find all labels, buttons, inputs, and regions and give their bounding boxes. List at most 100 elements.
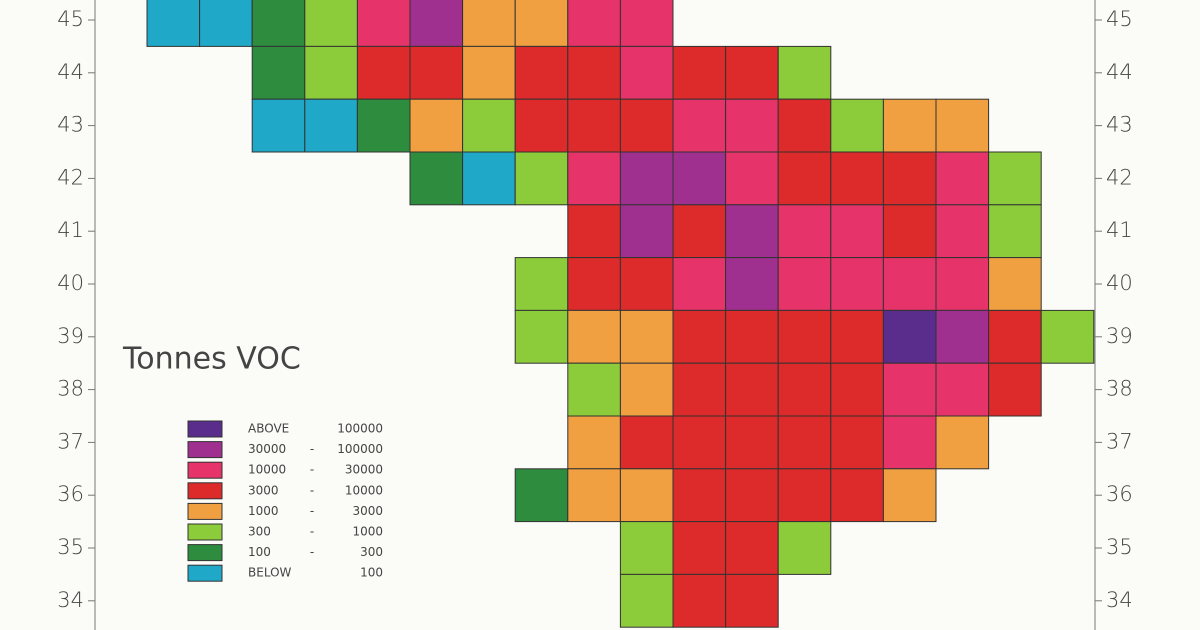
grid-cell <box>988 257 1042 311</box>
grid-cell <box>988 362 1042 417</box>
grid-cell <box>462 45 516 100</box>
grid-cell <box>830 468 884 523</box>
grid-cell <box>882 468 937 523</box>
grid-cell <box>514 0 569 47</box>
grid-cell <box>830 257 884 311</box>
lat-label: 43 <box>57 113 84 137</box>
grid-cell <box>672 98 727 153</box>
grid-cell <box>935 204 990 259</box>
grid-cell <box>935 151 990 206</box>
grid-cell <box>514 98 569 153</box>
lat-label: 45 <box>1106 7 1133 31</box>
legend-dash: - <box>310 525 314 539</box>
lat-label: 45 <box>57 7 84 31</box>
grid-cell <box>777 98 832 153</box>
grid-cell <box>567 204 621 259</box>
grid-cell <box>619 362 674 417</box>
grid-cell <box>777 204 832 259</box>
grid-cell <box>672 362 727 417</box>
grid-cell <box>567 98 621 153</box>
grid-cell <box>725 98 779 153</box>
grid-cell <box>514 468 569 523</box>
grid-cell <box>409 45 464 100</box>
lat-label: 35 <box>57 535 84 559</box>
grid-cell <box>619 151 674 206</box>
grid-cell <box>830 362 884 417</box>
grid-cell <box>356 98 411 153</box>
grid-cell <box>882 362 937 417</box>
grid-cell <box>777 362 832 417</box>
grid-cell <box>830 204 884 259</box>
legend-label: 100 <box>360 566 383 580</box>
legend-label: 300 <box>248 525 271 539</box>
grid-cell <box>777 309 832 364</box>
grid-cell <box>882 204 937 259</box>
grid-cell <box>304 45 358 100</box>
grid-cell <box>146 0 201 47</box>
grid-cell <box>777 415 832 470</box>
lat-label: 36 <box>1106 482 1133 506</box>
grid-cell <box>251 45 306 100</box>
grid-cell <box>619 309 674 364</box>
grid-cell <box>777 45 832 100</box>
grid-cell <box>882 309 937 364</box>
legend-dash: - <box>310 545 314 559</box>
grid-cell <box>725 45 779 100</box>
grid-cell <box>725 257 779 311</box>
grid-cell <box>567 151 621 206</box>
lat-label: 35 <box>1106 535 1133 559</box>
legend-label: 30000 <box>248 442 286 456</box>
lat-label: 44 <box>1106 60 1133 84</box>
grid-cell <box>567 257 621 311</box>
grid-cell <box>777 521 832 575</box>
legend-swatch <box>187 523 223 541</box>
grid-cell <box>830 151 884 206</box>
grid-cell <box>619 573 674 628</box>
legend-label: 100000 <box>337 442 383 456</box>
grid-cell <box>619 257 674 311</box>
grid-cell <box>409 98 464 153</box>
legend-label: 3000 <box>248 483 279 497</box>
legend-label: 30000 <box>345 463 383 477</box>
grid-cell <box>935 415 990 470</box>
grid-cell <box>935 309 990 364</box>
grid-cell <box>619 98 674 153</box>
lat-label: 44 <box>57 60 84 84</box>
legend-dash: - <box>310 483 314 497</box>
grid-cell <box>1040 309 1095 364</box>
lat-label: 41 <box>1106 218 1133 242</box>
grid-cell <box>672 309 727 364</box>
grid-cell <box>882 257 937 311</box>
legend-swatch <box>187 441 223 459</box>
legend-swatch <box>187 544 223 562</box>
lat-label: 39 <box>1106 324 1133 348</box>
grid-cell <box>882 151 937 206</box>
legend-label: 10000 <box>345 483 383 497</box>
grid-cell <box>514 45 569 100</box>
lat-label: 42 <box>1106 165 1133 189</box>
lat-label: 42 <box>57 165 84 189</box>
grid-cell <box>725 362 779 417</box>
grid-cell <box>199 0 253 47</box>
grid-cell <box>830 309 884 364</box>
grid-cell <box>672 204 727 259</box>
grid-cell <box>514 151 569 206</box>
grid-cell <box>935 362 990 417</box>
legend-label: 100000 <box>337 422 383 436</box>
grid-cell <box>725 151 779 206</box>
legend-swatch <box>187 461 223 479</box>
lat-label: 40 <box>57 271 84 295</box>
legend-label: ABOVE <box>248 422 289 436</box>
grid-cell <box>725 415 779 470</box>
legend-swatch <box>187 420 223 438</box>
legend-label: BELOW <box>248 566 292 580</box>
grid-cell <box>725 573 779 628</box>
grid-cell <box>672 521 727 575</box>
grid-cell <box>619 0 674 47</box>
grid-cell <box>619 45 674 100</box>
legend-title: Tonnes VOC <box>122 342 301 377</box>
grid-cell <box>251 0 306 47</box>
grid-cell <box>830 98 884 153</box>
grid-cell <box>672 415 727 470</box>
